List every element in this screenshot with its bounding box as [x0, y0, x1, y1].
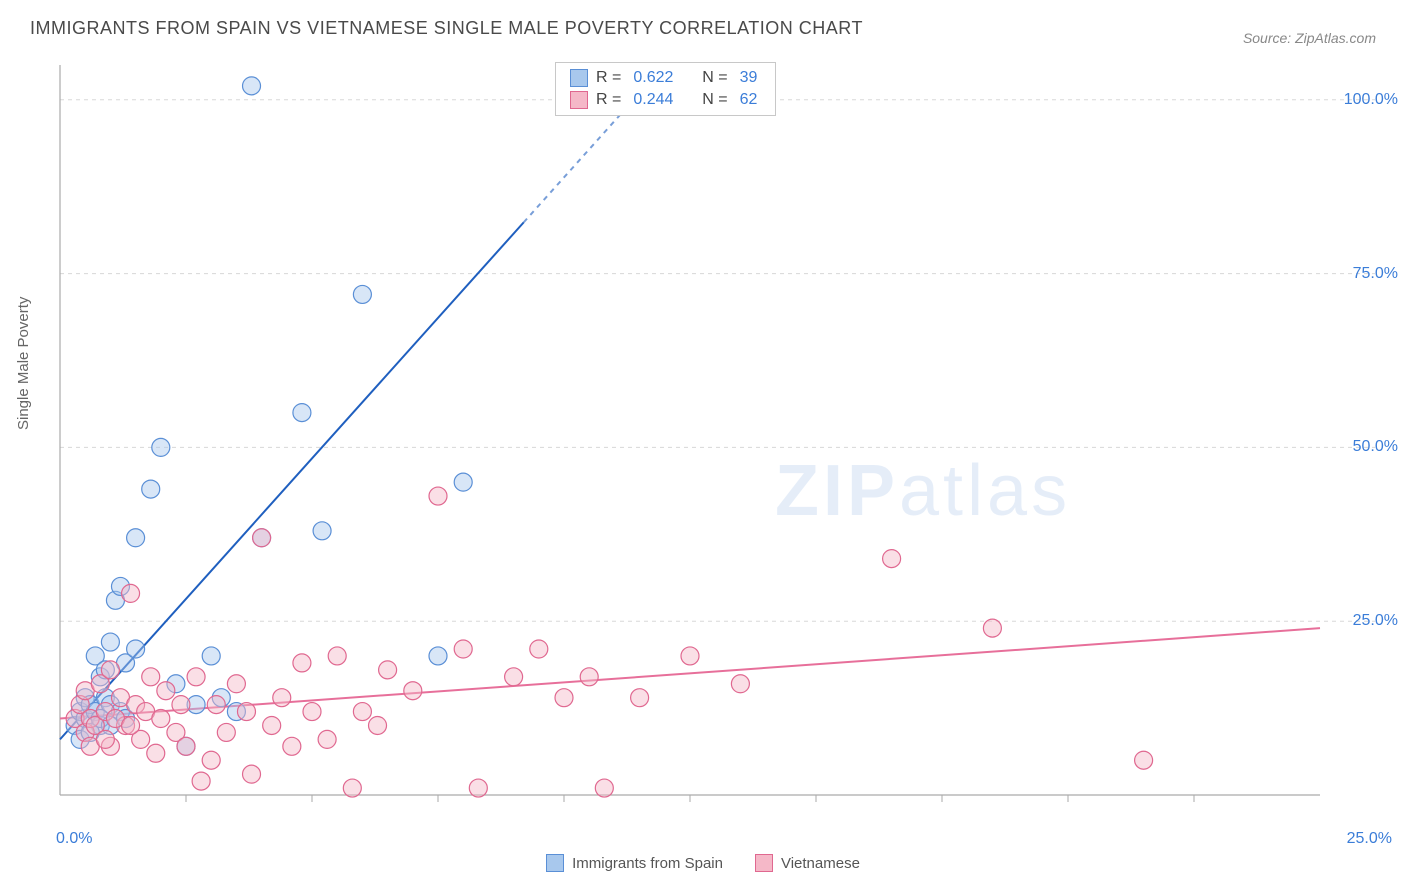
r-value: 0.622	[633, 69, 673, 87]
y-tick-label: 75.0%	[1353, 265, 1398, 283]
legend-series-label: Immigrants from Spain	[572, 855, 723, 872]
r-label: R =	[596, 69, 621, 87]
correlation-legend: R = 0.622 N = 39 R = 0.244 N = 62	[555, 62, 776, 116]
y-tick-label: 100.0%	[1344, 91, 1398, 109]
scatter-plot	[55, 60, 1375, 830]
n-value: 39	[740, 69, 758, 87]
legend-swatch	[570, 91, 588, 109]
y-axis-label: Single Male Poverty	[15, 297, 32, 430]
y-tick-label: 50.0%	[1353, 438, 1398, 456]
legend-swatch	[570, 69, 588, 87]
chart-area: ZIPatlas	[55, 60, 1375, 830]
n-value: 62	[740, 91, 758, 109]
legend-swatch	[755, 854, 773, 872]
legend-correlation-row: R = 0.244 N = 62	[570, 89, 761, 111]
legend-series-label: Vietnamese	[781, 855, 860, 872]
n-label: N =	[702, 69, 727, 87]
y-tick-label: 25.0%	[1353, 612, 1398, 630]
x-axis-max-label: 25.0%	[1347, 830, 1392, 848]
legend-correlation-row: R = 0.622 N = 39	[570, 67, 761, 89]
x-axis-min-label: 0.0%	[56, 830, 92, 848]
source-attribution: Source: ZipAtlas.com	[1243, 30, 1376, 46]
chart-title: IMMIGRANTS FROM SPAIN VS VIETNAMESE SING…	[30, 18, 863, 39]
r-label: R =	[596, 91, 621, 109]
legend-swatch	[546, 854, 564, 872]
series-legend: Immigrants from Spain Vietnamese	[0, 854, 1406, 876]
n-label: N =	[702, 91, 727, 109]
legend-series-item: Vietnamese	[755, 854, 860, 872]
r-value: 0.244	[633, 91, 673, 109]
legend-series-item: Immigrants from Spain	[546, 854, 723, 872]
